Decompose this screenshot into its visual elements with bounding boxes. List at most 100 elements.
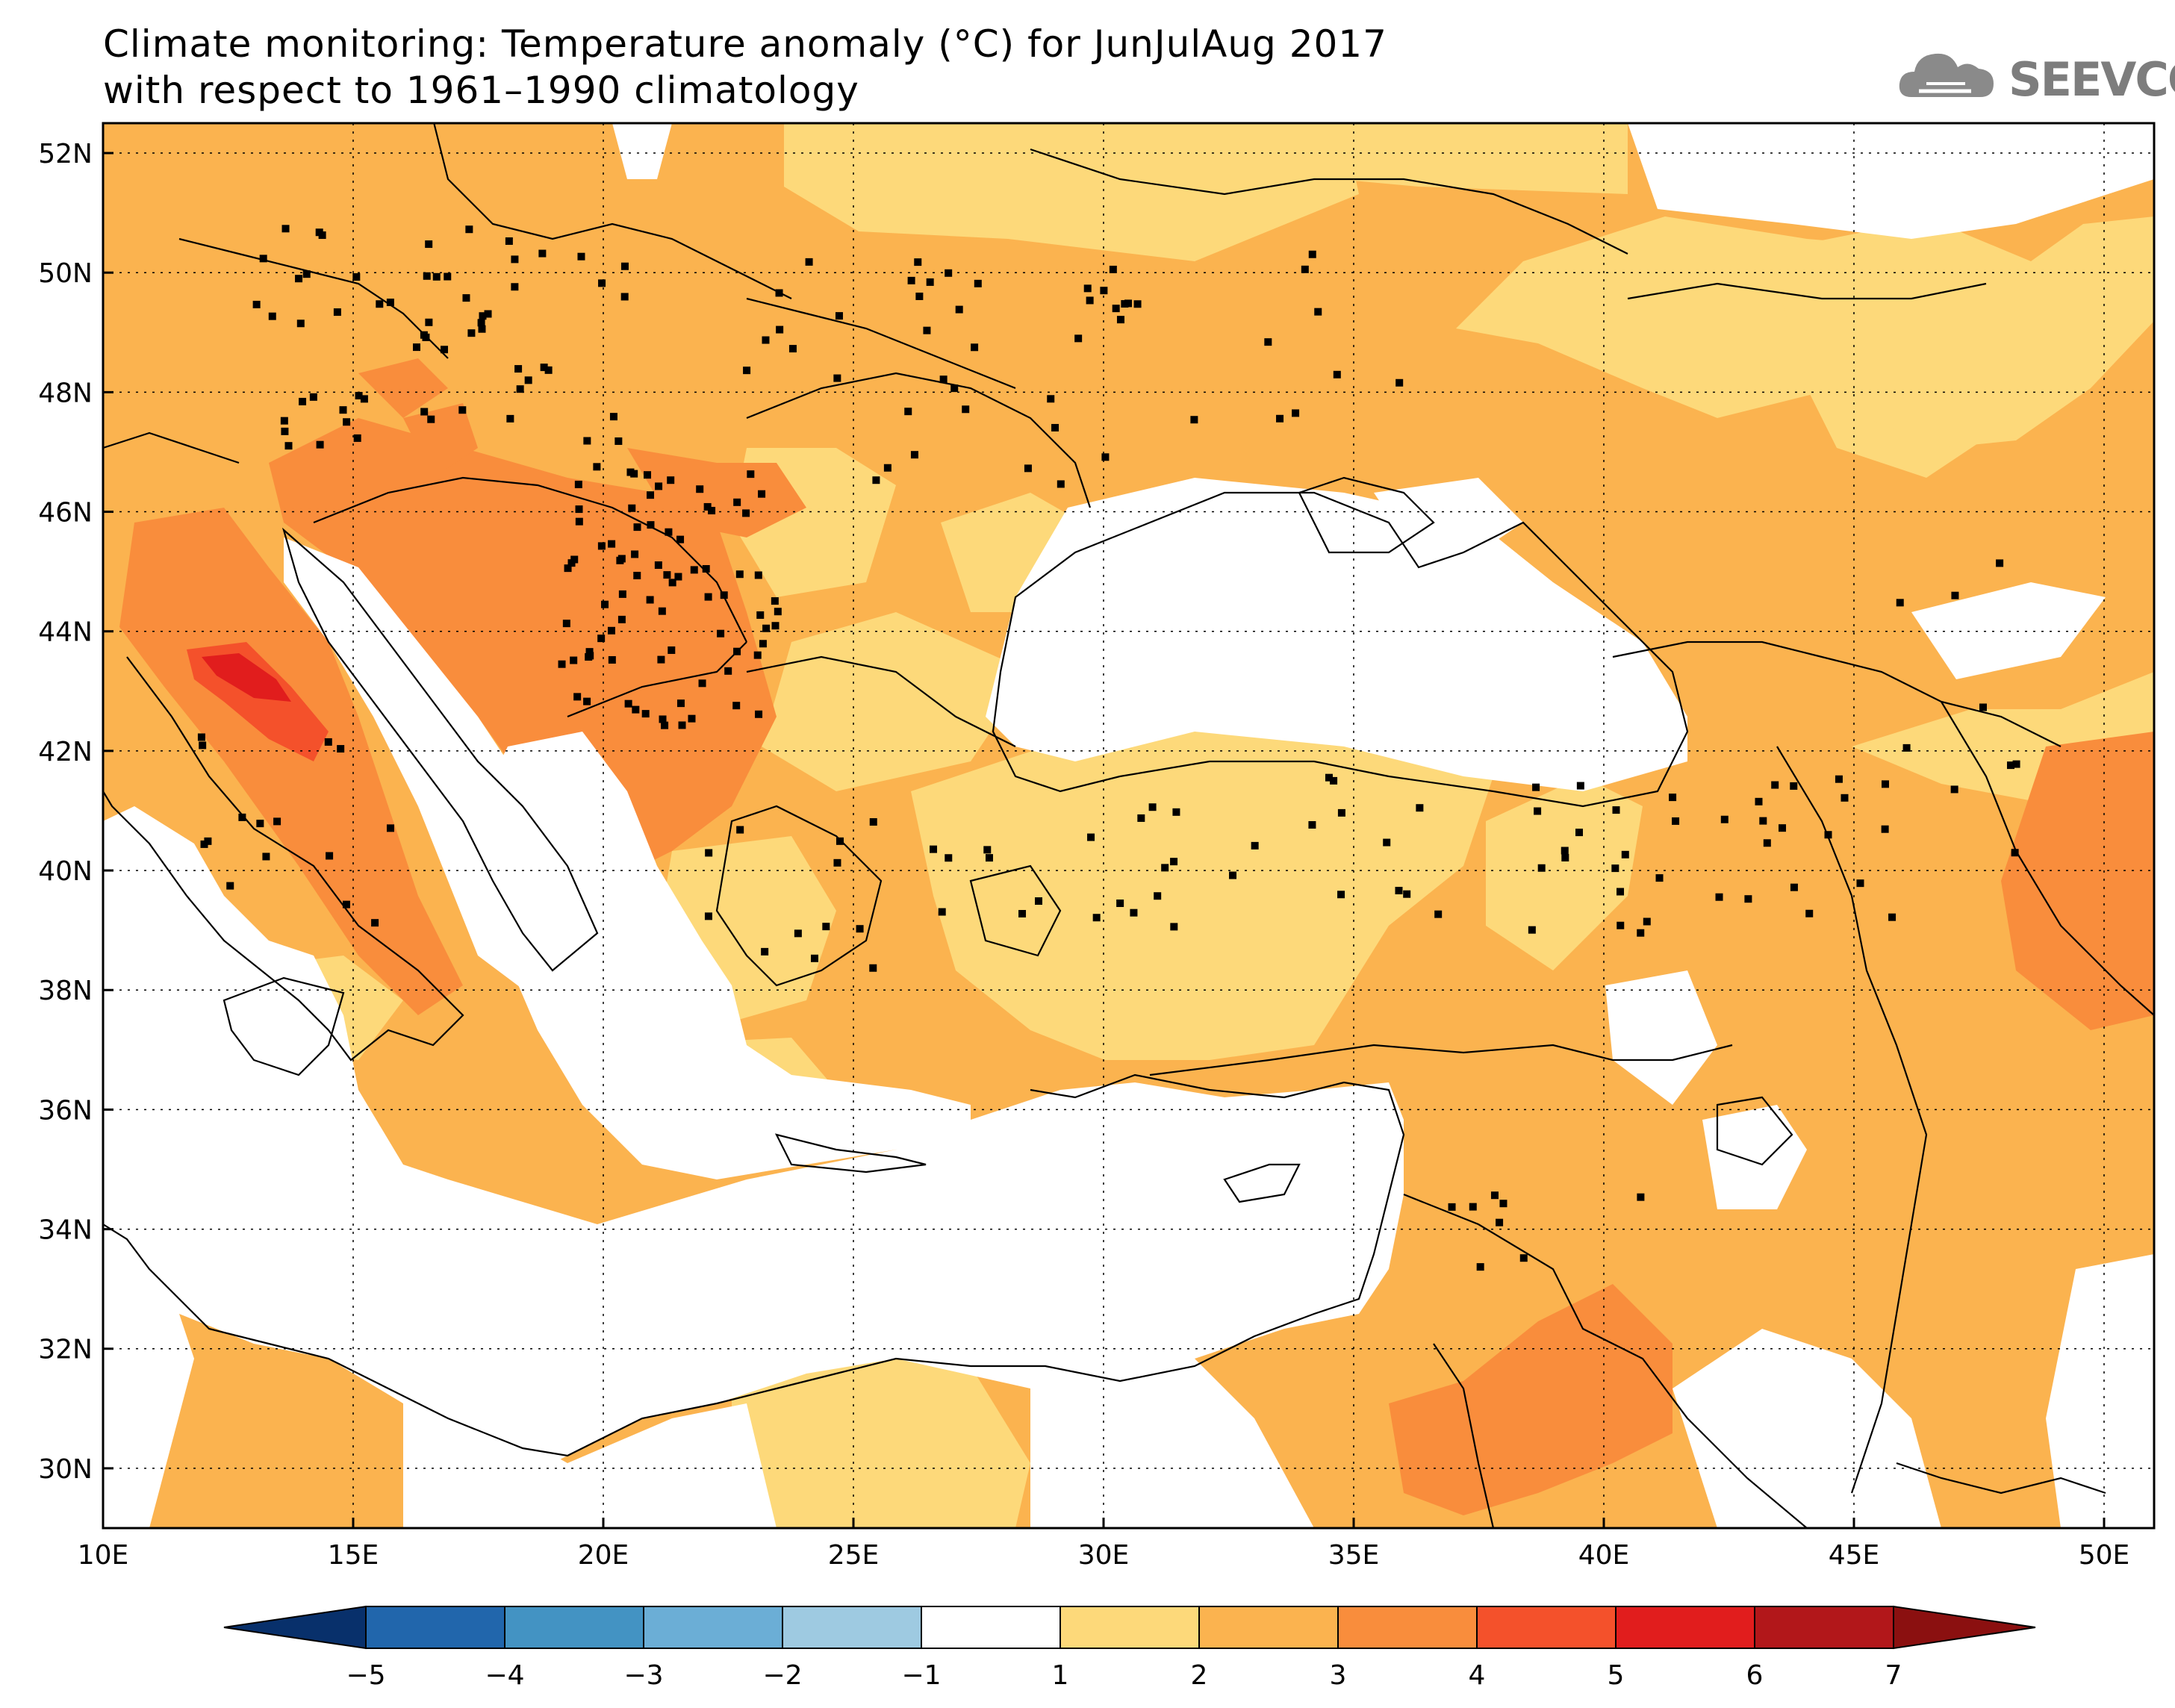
colorbar-label: 7 xyxy=(1885,1660,1902,1691)
station-marker xyxy=(1519,1254,1528,1262)
station-marker xyxy=(704,912,712,920)
lat-tick-label: 40N xyxy=(38,856,93,887)
station-marker xyxy=(1018,909,1027,917)
colorbar-bin xyxy=(643,1606,783,1649)
station-marker xyxy=(1292,409,1300,417)
station-marker xyxy=(1561,847,1569,855)
station-marker xyxy=(759,640,767,648)
lat-tick-label: 46N xyxy=(38,498,93,529)
station-marker xyxy=(343,418,351,426)
station-marker xyxy=(511,283,519,291)
station-marker xyxy=(1100,287,1108,295)
station-marker xyxy=(1101,453,1110,461)
station-marker xyxy=(465,225,473,234)
station-marker xyxy=(618,590,626,598)
colorbar-bin xyxy=(921,1606,1061,1649)
station-marker xyxy=(705,849,713,857)
station-marker xyxy=(1308,250,1316,258)
station-marker xyxy=(1779,824,1787,832)
station-marker xyxy=(280,417,288,425)
station-marker xyxy=(607,626,615,635)
station-marker xyxy=(762,624,771,632)
station-marker xyxy=(598,279,606,287)
station-marker xyxy=(1637,1193,1645,1201)
station-marker xyxy=(1979,703,1987,711)
station-marker xyxy=(1116,899,1124,907)
station-marker xyxy=(516,385,524,393)
station-marker xyxy=(654,561,662,570)
station-marker xyxy=(593,463,601,471)
station-marker xyxy=(1301,265,1309,273)
station-marker xyxy=(758,490,766,498)
station-marker xyxy=(573,693,582,701)
station-marker xyxy=(1337,891,1345,899)
colorbar-label: −3 xyxy=(623,1660,663,1691)
station-marker xyxy=(736,826,744,834)
station-marker xyxy=(646,596,654,604)
colorbar-bin xyxy=(1060,1606,1200,1649)
station-marker xyxy=(479,312,487,320)
station-marker xyxy=(668,646,676,654)
station-marker xyxy=(1087,833,1095,841)
station-marker xyxy=(761,947,769,956)
station-marker xyxy=(833,858,841,867)
station-marker xyxy=(1416,804,1424,812)
station-marker xyxy=(690,566,698,574)
station-marker xyxy=(1771,781,1779,789)
station-marker xyxy=(822,923,830,931)
station-marker xyxy=(771,622,780,630)
station-marker xyxy=(1888,913,1896,921)
lon-tick-label: 15E xyxy=(328,1540,379,1571)
station-marker xyxy=(2012,760,2020,768)
station-marker xyxy=(674,573,682,581)
station-marker xyxy=(1856,879,1864,888)
cloud-icon xyxy=(1899,53,1994,97)
coastlines-borders xyxy=(103,123,2154,1528)
station-marker xyxy=(575,517,583,526)
station-marker xyxy=(352,273,361,281)
station-marker xyxy=(1434,910,1443,918)
colorbar-bin xyxy=(1754,1606,1894,1649)
station-marker xyxy=(540,364,548,372)
lat-tick-label: 30N xyxy=(38,1454,93,1485)
station-marker xyxy=(1532,783,1540,791)
station-marker xyxy=(1476,1263,1484,1271)
station-marker xyxy=(1805,909,1814,917)
station-marker xyxy=(1229,871,1237,879)
station-marker xyxy=(1276,414,1284,423)
station-marker xyxy=(1148,803,1157,811)
station-marker xyxy=(659,715,667,723)
station-marker xyxy=(617,555,626,563)
station-marker xyxy=(197,733,205,741)
colorbar-min-arrow xyxy=(223,1605,367,1650)
station-marker xyxy=(1325,773,1333,782)
station-marker xyxy=(295,275,303,283)
station-marker xyxy=(1154,892,1162,900)
station-marker xyxy=(1308,820,1316,829)
station-marker xyxy=(754,571,762,579)
station-marker xyxy=(425,240,433,249)
station-marker xyxy=(1902,744,1911,752)
lon-tick-label: 10E xyxy=(78,1540,129,1571)
station-marker xyxy=(732,702,741,710)
station-marker xyxy=(661,721,669,729)
station-marker xyxy=(955,305,963,314)
station-marker xyxy=(514,365,523,373)
station-marker xyxy=(1951,591,1959,599)
station-marker xyxy=(926,278,934,286)
station-marker xyxy=(1130,908,1138,917)
station-marker xyxy=(586,652,594,660)
map-title: Climate monitoring: Temperature anomaly … xyxy=(103,21,1387,113)
station-marker xyxy=(678,721,686,729)
station-marker xyxy=(624,699,632,708)
station-marker xyxy=(562,620,570,628)
station-marker xyxy=(667,476,675,484)
station-marker xyxy=(1161,864,1169,872)
lon-tick-label: 20E xyxy=(578,1540,629,1571)
seevccc-logo: SEEVCCC xyxy=(1896,45,2175,112)
station-marker xyxy=(1950,785,1958,794)
station-marker xyxy=(620,293,629,301)
colorbar-label: 6 xyxy=(1746,1660,1764,1691)
station-marker xyxy=(1264,338,1272,346)
station-marker xyxy=(567,559,576,567)
